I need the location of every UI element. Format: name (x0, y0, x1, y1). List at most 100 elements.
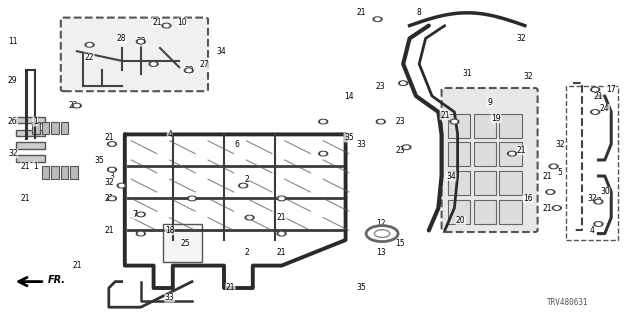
Text: 21: 21 (440, 111, 449, 120)
Circle shape (109, 197, 115, 200)
Circle shape (151, 63, 156, 65)
Circle shape (149, 62, 158, 66)
Circle shape (108, 142, 116, 146)
Text: 32: 32 (104, 178, 114, 187)
Bar (566, 86, 618, 240)
Circle shape (546, 190, 555, 194)
Bar (499, 200, 522, 224)
Bar (474, 171, 496, 195)
Circle shape (594, 199, 603, 204)
Text: 26: 26 (8, 117, 18, 126)
Circle shape (162, 23, 171, 28)
Text: 33: 33 (356, 140, 367, 148)
Circle shape (594, 222, 603, 226)
Bar (51, 122, 59, 134)
Circle shape (452, 120, 457, 123)
Circle shape (401, 82, 406, 84)
Text: 32: 32 (8, 149, 18, 158)
Text: 3: 3 (109, 172, 115, 180)
Bar (448, 142, 470, 166)
Text: 15: 15 (395, 239, 405, 248)
Text: 5: 5 (557, 168, 563, 177)
Circle shape (189, 197, 195, 200)
Bar (16, 155, 45, 162)
Text: 9: 9 (487, 98, 492, 107)
Text: 21: 21 (277, 248, 286, 257)
Circle shape (404, 146, 409, 148)
Bar (70, 166, 78, 179)
Text: 35: 35 (356, 284, 367, 292)
Circle shape (72, 103, 81, 108)
Text: 10: 10 (177, 18, 188, 27)
Text: 21: 21 (543, 204, 552, 212)
Circle shape (591, 87, 600, 92)
Circle shape (376, 119, 385, 124)
Text: 11: 11 (8, 37, 17, 46)
Text: 23: 23 (376, 82, 386, 91)
Circle shape (247, 216, 252, 219)
Bar (51, 166, 59, 179)
Circle shape (108, 167, 116, 172)
Circle shape (279, 197, 284, 200)
Text: 22: 22 (136, 37, 145, 46)
Text: 21: 21 (357, 8, 366, 17)
Circle shape (450, 119, 459, 124)
Bar (474, 142, 496, 166)
Text: 21: 21 (21, 194, 30, 203)
Text: 23: 23 (395, 146, 405, 155)
Text: 34: 34 (446, 172, 456, 180)
Text: 1: 1 (33, 117, 38, 126)
Circle shape (321, 152, 326, 155)
Circle shape (399, 81, 408, 85)
Bar (16, 142, 45, 149)
Text: 35: 35 (344, 133, 354, 142)
Circle shape (277, 196, 286, 201)
Text: 17: 17 (606, 85, 616, 94)
Text: 2: 2 (244, 175, 249, 184)
Circle shape (74, 104, 79, 107)
Circle shape (239, 183, 248, 188)
Circle shape (138, 213, 143, 216)
Bar (16, 117, 45, 123)
Circle shape (596, 223, 601, 225)
Bar (499, 114, 522, 138)
Circle shape (184, 68, 193, 73)
Bar (61, 122, 68, 134)
Circle shape (591, 110, 600, 114)
Bar (448, 114, 470, 138)
Text: 35: 35 (94, 156, 104, 164)
Text: 19: 19 (491, 114, 501, 123)
Text: 32: 32 (587, 194, 597, 203)
Text: 12: 12 (376, 220, 385, 228)
Text: 32: 32 (555, 140, 565, 148)
Text: 8: 8 (417, 8, 422, 17)
Bar (163, 224, 202, 262)
Circle shape (554, 207, 559, 209)
Text: 20: 20 (456, 216, 466, 225)
Circle shape (548, 191, 553, 193)
Circle shape (245, 215, 254, 220)
Text: 7: 7 (132, 210, 137, 219)
Bar (474, 114, 496, 138)
Text: 16: 16 (523, 194, 533, 203)
Circle shape (373, 17, 382, 21)
Bar (499, 171, 522, 195)
Bar (32, 122, 40, 134)
Text: 21: 21 (104, 133, 113, 142)
Text: 21: 21 (21, 162, 30, 171)
Circle shape (87, 44, 92, 46)
Circle shape (119, 184, 124, 187)
Bar (448, 171, 470, 195)
Circle shape (138, 40, 143, 43)
Circle shape (378, 120, 383, 123)
Text: 14: 14 (344, 92, 354, 100)
Text: 21: 21 (72, 261, 81, 270)
Circle shape (593, 88, 598, 91)
Circle shape (375, 18, 380, 20)
Text: 4: 4 (589, 226, 595, 235)
Circle shape (136, 231, 145, 236)
Bar (448, 200, 470, 224)
Circle shape (136, 212, 145, 217)
Bar (16, 130, 45, 136)
Text: 33: 33 (164, 293, 175, 302)
